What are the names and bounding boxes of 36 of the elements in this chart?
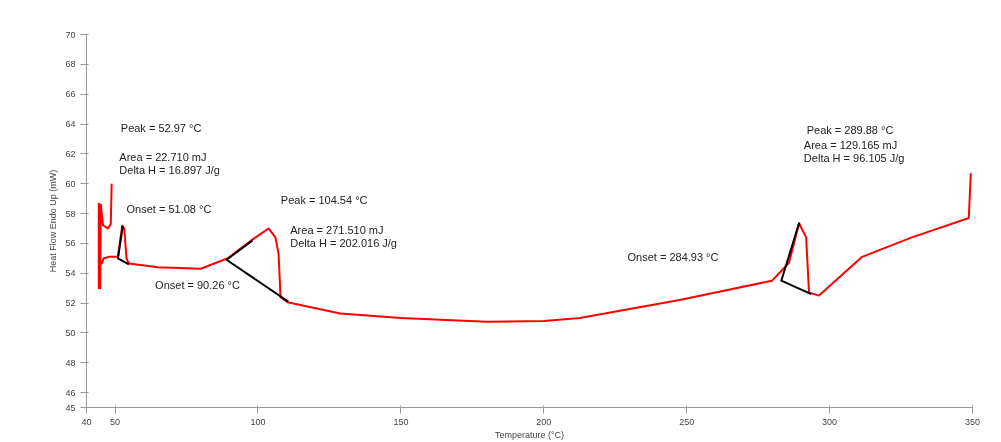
y-tick-label: 46 xyxy=(65,387,76,398)
annotation: Delta H = 96.105 J/g xyxy=(803,151,905,164)
annotation: Area = 129.165 mJ xyxy=(803,138,898,151)
annotation: Peak = 52.97 °C xyxy=(120,122,202,135)
y-tick-label: 54 xyxy=(65,268,76,279)
y-tick-label: 66 xyxy=(65,89,76,100)
y-tick-label: 68 xyxy=(65,59,76,70)
x-tick-label: 300 xyxy=(822,416,838,427)
y-tick-label: 56 xyxy=(65,238,76,249)
y-tick-label: 58 xyxy=(65,208,76,219)
annotation: Onset = 90.26 °C xyxy=(155,279,240,292)
y-tick-label: 45 xyxy=(65,402,76,413)
x-tick-label: 50 xyxy=(110,416,121,427)
x-tick-label: 40 xyxy=(81,416,92,427)
x-tick-label: 350 xyxy=(964,416,981,427)
x-tick-label: 150 xyxy=(393,416,409,427)
y-tick-label: 70 xyxy=(65,29,76,40)
annotation: Peak = 289.88 °C xyxy=(806,123,894,136)
x-tick-label: 100 xyxy=(250,416,266,427)
y-tick-label: 52 xyxy=(65,298,76,309)
y-tick-label: 60 xyxy=(65,178,76,189)
annotation: Area = 271.510 mJ xyxy=(290,223,384,236)
annotation: Delta H = 16.897 J/g xyxy=(119,163,220,176)
x-axis-title: Temperature (°C) xyxy=(494,429,565,440)
y-tick-label: 64 xyxy=(65,119,76,130)
annotation: Peak = 104.54 °C xyxy=(280,194,368,207)
x-tick-label: 200 xyxy=(536,416,552,427)
y-axis-title: Heat Flow Endo Up (mW) xyxy=(48,169,59,273)
annotation: Onset = 51.08 °C xyxy=(126,203,212,216)
y-tick-label: 48 xyxy=(65,357,76,368)
x-tick-label: 250 xyxy=(679,416,695,427)
annotation: Area = 22.710 mJ xyxy=(119,150,207,163)
y-tick-label: 62 xyxy=(65,148,76,159)
annotation: Onset = 284.93 °C xyxy=(627,250,719,263)
annotation: Delta H = 202.016 J/g xyxy=(290,236,397,249)
y-tick-label: 50 xyxy=(65,327,76,338)
